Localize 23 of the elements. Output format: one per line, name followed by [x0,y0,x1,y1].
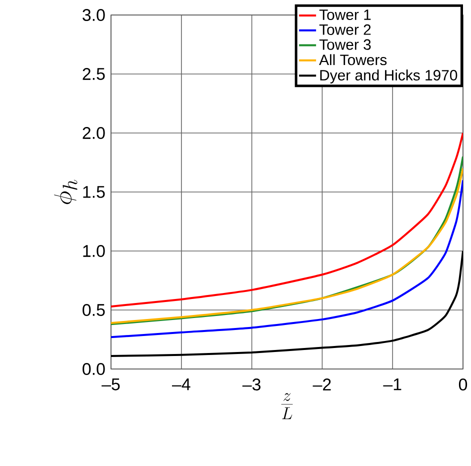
x-axis-title: $\frac{z}{L}$ [281,393,293,420]
y-tick-label: 0.0 [82,363,105,375]
x-tick-label: –3 [242,378,260,391]
line-series [111,250,464,358]
x-tick-label: 0 [458,378,468,391]
y-tick-label: 3.0 [82,9,105,21]
x-tick-label: –5 [102,378,120,390]
y-tick-label: 2.5 [82,68,105,80]
legend-label: Tower 3 [319,39,371,50]
x-tick-label: –2 [312,378,331,390]
y-tick-label: 0.5 [82,304,105,316]
legend-label: Tower 2 [319,24,371,35]
x-tick-label: –4 [172,378,190,390]
legend-label: Dyer and Hicks 1970 [320,70,458,84]
y-axis-title: $\phi_h$ [54,180,78,204]
legend-label: Tower 1 [319,10,371,20]
line-series [111,132,464,308]
y-tick-label: 1.0 [83,245,105,257]
legend-label: All Towers [319,54,387,66]
y-tick-label: 2.0 [82,127,105,139]
x-tick-label: –1 [383,378,402,390]
line-series [111,179,464,338]
y-tick-label: 1.5 [83,186,105,198]
